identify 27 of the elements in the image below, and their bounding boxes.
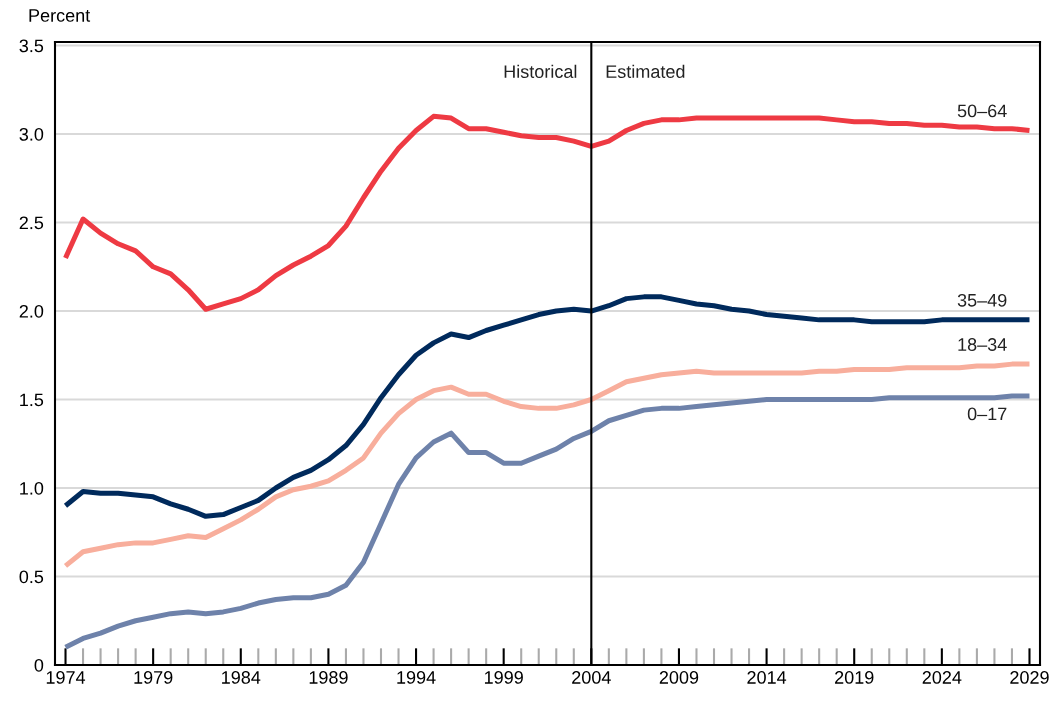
x-tick-label: 1989 [309,671,348,684]
series-label: 50–64 [957,104,1007,118]
x-tick-label: 2004 [572,671,611,684]
x-tick-label: 1979 [134,671,173,684]
y-tick-label: 1.0 [20,481,44,495]
y-tick-label: 2.0 [19,304,44,318]
annotation: Estimated [606,64,685,78]
series-label: 35–49 [957,293,1007,307]
x-tick-label: 1999 [484,671,523,684]
x-tick-label: 1994 [397,671,436,684]
y-tick-label: 3.0 [19,127,44,141]
y-tick-label: 2.5 [19,216,44,230]
y-tick-label: 1.5 [20,393,44,407]
x-tick-label: 1974 [46,671,86,684]
x-tick-label: 2029 [1010,671,1049,684]
x-tick-label: 2014 [747,671,787,684]
x-tick-label: 2009 [659,671,699,684]
y-tick-label: 0 [34,658,44,672]
x-tick-label: 2024 [922,671,962,684]
x-tick-label: 1984 [222,671,261,684]
y-tick-label: 3.5 [19,39,44,53]
series-label: 18–34 [958,338,1007,351]
x-tick-label: 2019 [835,671,874,684]
series-label: 0–17 [967,407,1007,421]
y-tick-label: 0.5 [19,570,44,584]
y-axis-title: Percent [29,9,91,22]
annotation: Historical [504,64,577,78]
